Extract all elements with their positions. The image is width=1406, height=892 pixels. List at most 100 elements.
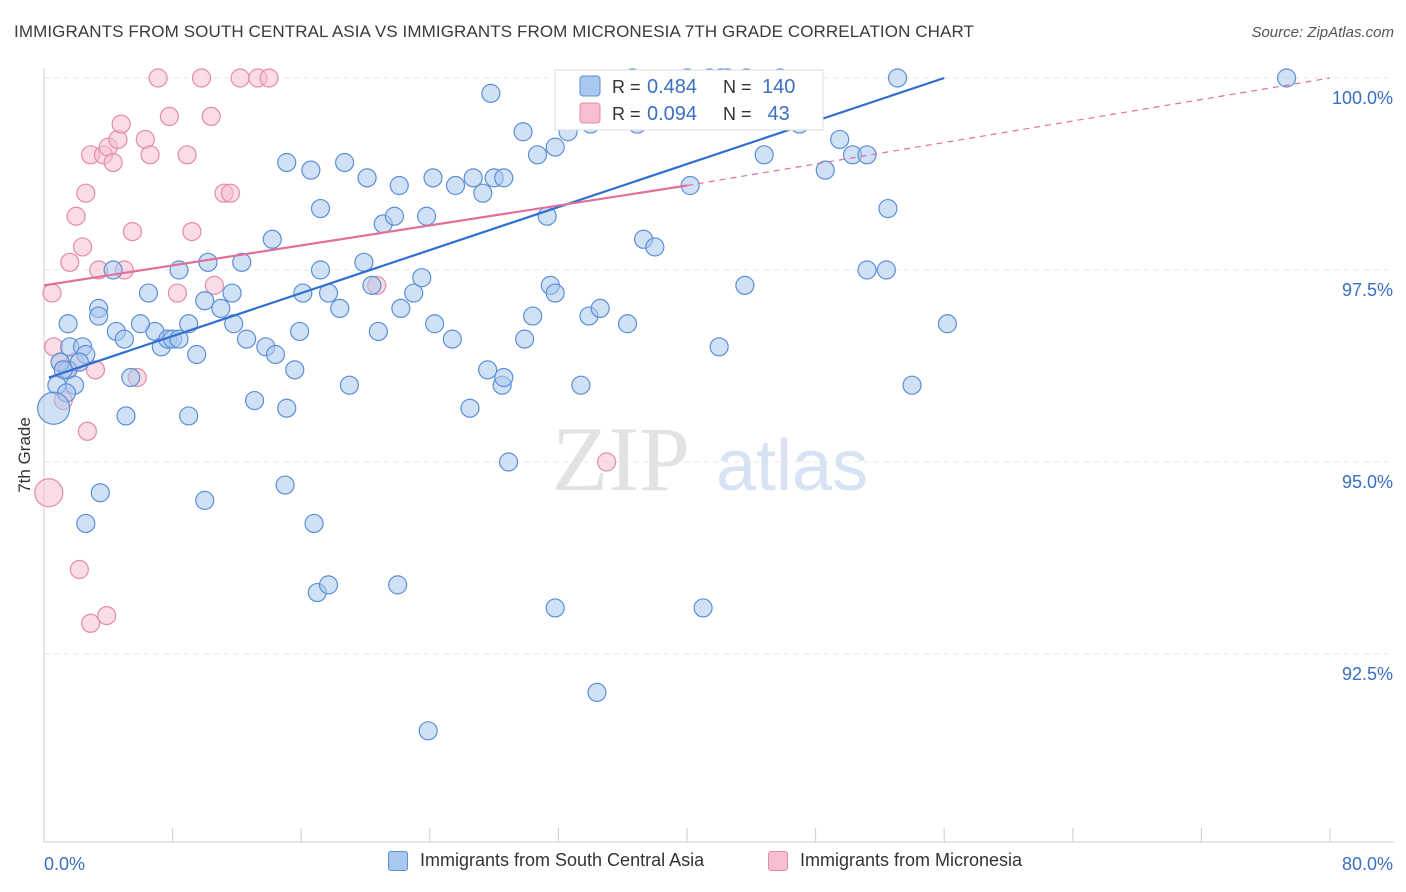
y-tick-label: 95.0% [1342, 472, 1393, 492]
pink-trend-extension [686, 77, 1331, 187]
micronesia-point [69, 559, 89, 580]
south-central-asia-point [478, 360, 498, 380]
south-central-asia-point [494, 168, 514, 188]
south-central-asia-point [481, 83, 501, 103]
south-central-asia-point [389, 175, 409, 196]
y-tick-label: 100.0% [1332, 88, 1393, 108]
stats-legend-n-label: N = [723, 104, 752, 124]
watermark-atlas: atlas [716, 426, 868, 506]
south-central-asia-point [416, 206, 437, 226]
south-central-asia-point [362, 275, 382, 295]
x-tick-label: 80.0% [1342, 854, 1393, 874]
legend-item-south-central-asia[interactable]: Immigrants from South Central Asia [388, 850, 704, 871]
micronesia-point [259, 68, 279, 88]
micronesia-point [97, 605, 117, 626]
pink-trend-line [43, 184, 688, 287]
south-central-asia-point [357, 168, 377, 188]
micronesia-point [81, 613, 101, 633]
south-central-asia-point [937, 314, 958, 334]
south-central-asia-point [285, 360, 305, 380]
legend-item-micronesia[interactable]: Immigrants from Micronesia [768, 850, 1022, 871]
south-central-asia-point [339, 375, 360, 395]
south-central-asia-point [902, 375, 922, 395]
chart-title: IMMIGRANTS FROM SOUTH CENTRAL ASIA VS IM… [14, 22, 975, 41]
stats-legend-r-label: R = [612, 77, 641, 97]
south-central-asia-point [878, 198, 898, 219]
south-central-asia-point [887, 68, 908, 88]
axis-layer: 0.0% 80.0% [43, 68, 1394, 874]
south-central-asia-point [138, 283, 159, 303]
south-central-asia-point [368, 321, 388, 342]
y-tick-label: 92.5% [1342, 664, 1393, 684]
south-central-asia-point [1276, 68, 1297, 88]
micronesia-point [148, 68, 168, 88]
micronesia-point [122, 222, 143, 242]
micronesia-point [230, 68, 250, 88]
south-central-asia-point [211, 298, 231, 318]
south-central-asia-point [391, 298, 411, 318]
south-central-asia-point [545, 283, 565, 303]
watermark-zip: ZIP [552, 408, 690, 510]
south-central-asia-point [527, 145, 548, 165]
south-central-asia-point [187, 344, 207, 365]
micronesia-point [597, 452, 617, 472]
south-central-asia-point [709, 337, 729, 357]
south-central-asia-point [754, 145, 774, 165]
south-central-asia-point [693, 598, 713, 618]
micronesia-point [103, 152, 123, 173]
south-central-asia-point [318, 575, 339, 595]
south-central-asia-point [571, 375, 591, 395]
micronesia-point [34, 478, 64, 508]
micronesia-point [220, 183, 241, 203]
south-central-asia-point [857, 260, 877, 280]
stats-legend-pink-swatch [579, 102, 601, 124]
south-central-asia-point [277, 398, 297, 418]
grid-layer: 100.0% 97.5% 95.0% 92.5% [44, 77, 1394, 684]
micronesia-point [72, 237, 93, 257]
south-central-asia-point [857, 145, 877, 165]
x-tick-label: 0.0% [44, 854, 85, 874]
south-central-asia-point [418, 721, 438, 741]
south-central-asia-point [494, 367, 514, 388]
south-central-asia-point [388, 575, 408, 595]
south-central-asia-point [645, 237, 665, 257]
micronesia-point [60, 252, 80, 272]
south-central-asia-point [304, 513, 324, 534]
south-central-asia-point [442, 329, 462, 349]
south-central-asia-point [121, 367, 141, 388]
south-central-asia-point [498, 452, 519, 472]
south-central-asia-point [473, 183, 493, 203]
south-central-asia-point [198, 252, 218, 272]
south-central-asia-point [116, 406, 136, 426]
south-central-asia-point [275, 475, 295, 495]
stats-legend-r-value: 0.094 [647, 103, 697, 125]
south-central-asia-point [265, 344, 286, 365]
south-central-asia-point [545, 137, 565, 157]
y-axis-label: 7th Grade [15, 417, 34, 493]
south-central-asia-point [354, 252, 374, 272]
y-tick-label: 97.5% [1342, 280, 1393, 300]
stats-legend-n-label: N = [723, 77, 752, 97]
south-central-asia-point [617, 314, 638, 334]
south-central-asia-point [330, 298, 350, 318]
south-central-asia-point [130, 314, 151, 334]
south-central-asia-point [513, 122, 533, 142]
stats-legend-r-value: 0.484 [647, 76, 697, 98]
south-central-asia-point [515, 329, 535, 349]
south-central-asia-point [37, 391, 71, 425]
south-central-asia-point [222, 283, 242, 303]
y-axis-label-group: 7th Grade [15, 417, 34, 493]
south-central-asia-point [301, 160, 321, 180]
micronesia-point [66, 206, 86, 226]
south-central-asia-point [545, 598, 565, 618]
south-central-asia-point [310, 198, 331, 219]
micronesia-point [111, 114, 131, 134]
south-central-asia-point [463, 168, 483, 188]
stats-legend-n-value: 140 [762, 76, 795, 98]
south-central-asia-point [310, 260, 331, 280]
south-central-asia-point [76, 513, 96, 534]
south-central-asia-point [412, 268, 432, 288]
south-central-asia-point [289, 321, 310, 342]
south-central-asia-point [195, 291, 215, 311]
south-central-asia-point [244, 390, 265, 411]
